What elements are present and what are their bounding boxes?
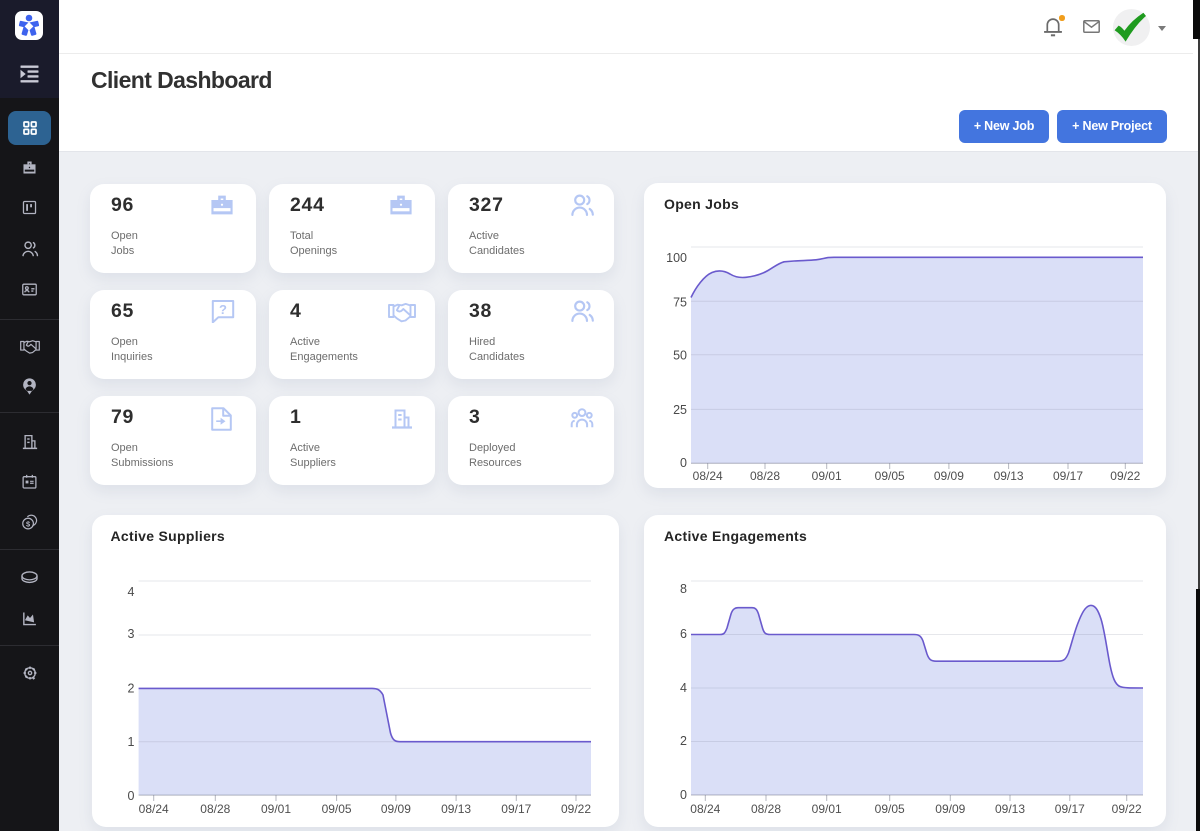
svg-text:09/01: 09/01 (812, 802, 842, 816)
svg-text:50: 50 (673, 348, 687, 362)
svg-text:8: 8 (680, 582, 687, 596)
svg-text:09/09: 09/09 (381, 802, 411, 816)
svg-text:1: 1 (128, 735, 135, 749)
svg-text:09/09: 09/09 (934, 469, 964, 483)
svg-text:08/28: 08/28 (751, 802, 781, 816)
svg-text:09/13: 09/13 (441, 802, 471, 816)
svg-text:08/24: 08/24 (693, 469, 723, 483)
svg-text:09/22: 09/22 (561, 802, 591, 816)
svg-text:100: 100 (666, 251, 687, 265)
svg-text:$: $ (26, 519, 31, 528)
svg-text:09/22: 09/22 (1112, 802, 1142, 816)
svg-text:09/09: 09/09 (935, 802, 965, 816)
svg-text:09/22: 09/22 (1110, 469, 1140, 483)
svg-text:09/17: 09/17 (1055, 802, 1085, 816)
svg-text:25: 25 (673, 403, 687, 417)
svg-text:08/28: 08/28 (750, 469, 780, 483)
svg-text:09/05: 09/05 (875, 802, 905, 816)
svg-text:0: 0 (128, 789, 135, 803)
svg-text:09/13: 09/13 (994, 469, 1024, 483)
svg-text:75: 75 (673, 295, 687, 309)
svg-text:09/05: 09/05 (875, 469, 905, 483)
svg-text:2: 2 (128, 682, 135, 696)
svg-text:08/24: 08/24 (690, 802, 720, 816)
svg-text:09/05: 09/05 (322, 802, 352, 816)
svg-text:08/24: 08/24 (139, 802, 169, 816)
svg-text:0: 0 (680, 456, 687, 470)
svg-text:?: ? (219, 301, 227, 316)
svg-text:09/17: 09/17 (1053, 469, 1083, 483)
svg-text:08/28: 08/28 (200, 802, 230, 816)
svg-text:3: 3 (128, 627, 135, 641)
svg-text:09/01: 09/01 (812, 469, 842, 483)
svg-text:09/01: 09/01 (261, 802, 291, 816)
svg-text:2: 2 (680, 734, 687, 748)
svg-text:09/13: 09/13 (995, 802, 1025, 816)
svg-text:4: 4 (680, 681, 687, 695)
svg-text:6: 6 (680, 627, 687, 641)
svg-text:4: 4 (128, 585, 135, 599)
svg-text:0: 0 (680, 788, 687, 802)
svg-text:09/17: 09/17 (501, 802, 531, 816)
